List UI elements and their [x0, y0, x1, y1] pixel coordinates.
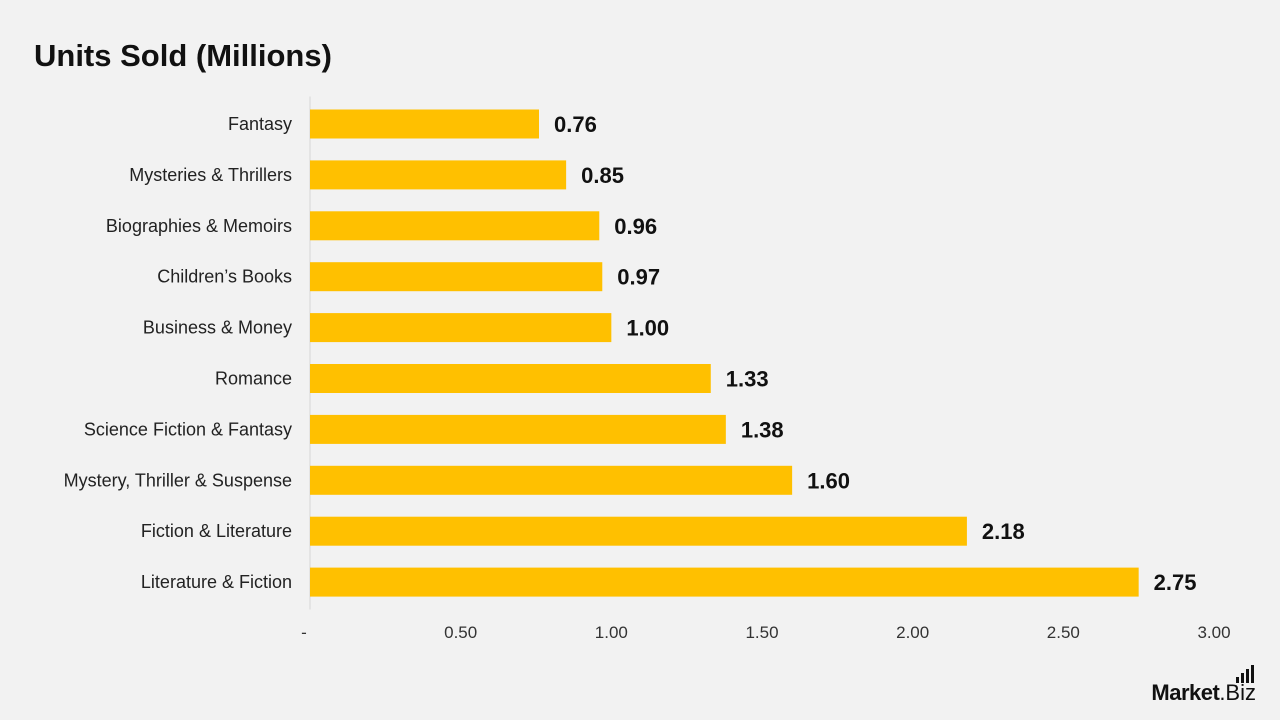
category-label: Mysteries & Thrillers	[129, 165, 292, 185]
x-tick-label: -	[301, 623, 307, 642]
x-tick-label: 0.50	[444, 623, 477, 642]
category-label: Fiction & Literature	[141, 521, 292, 541]
category-label: Literature & Fiction	[141, 572, 292, 592]
value-label: 0.96	[614, 214, 657, 239]
category-label: Fantasy	[228, 114, 292, 134]
bar	[310, 160, 567, 190]
category-label: Mystery, Thriller & Suspense	[64, 470, 292, 490]
chart-title: Units Sold (Millions)	[34, 38, 332, 73]
value-label: 2.75	[1154, 570, 1197, 595]
x-tick-label: 1.00	[595, 623, 628, 642]
x-tick-label: 2.50	[1047, 623, 1080, 642]
bar	[310, 465, 793, 495]
bar	[310, 211, 600, 241]
category-label: Science Fiction & Fantasy	[84, 419, 292, 439]
bar-chart-logo-icon	[1236, 665, 1254, 683]
category-label: Biographies & Memoirs	[106, 216, 292, 236]
bar	[310, 364, 711, 393]
bar	[310, 516, 967, 546]
bar	[310, 567, 1139, 597]
bar	[310, 109, 540, 139]
value-label: 1.00	[626, 316, 669, 341]
value-label: 0.85	[581, 163, 624, 188]
brand-name: Market	[1151, 680, 1220, 705]
x-tick-label: 1.50	[745, 623, 778, 642]
category-label: Business & Money	[143, 318, 292, 338]
bar	[310, 414, 726, 444]
brand-logo: Market .Biz	[1151, 680, 1256, 706]
category-label: Romance	[215, 369, 292, 389]
value-label: 0.76	[554, 112, 597, 137]
x-tick-label: 3.00	[1197, 623, 1230, 642]
value-label: 1.60	[807, 468, 850, 493]
brand-suffix: .Biz	[1219, 680, 1256, 705]
bar	[310, 313, 612, 343]
category-label: Children’s Books	[157, 267, 292, 287]
x-tick-label: 2.00	[896, 623, 929, 642]
value-label: 0.97	[617, 265, 660, 290]
value-label: 1.33	[726, 367, 769, 392]
bar	[310, 262, 603, 292]
value-label: 1.38	[741, 417, 784, 442]
value-label: 2.18	[982, 519, 1025, 544]
